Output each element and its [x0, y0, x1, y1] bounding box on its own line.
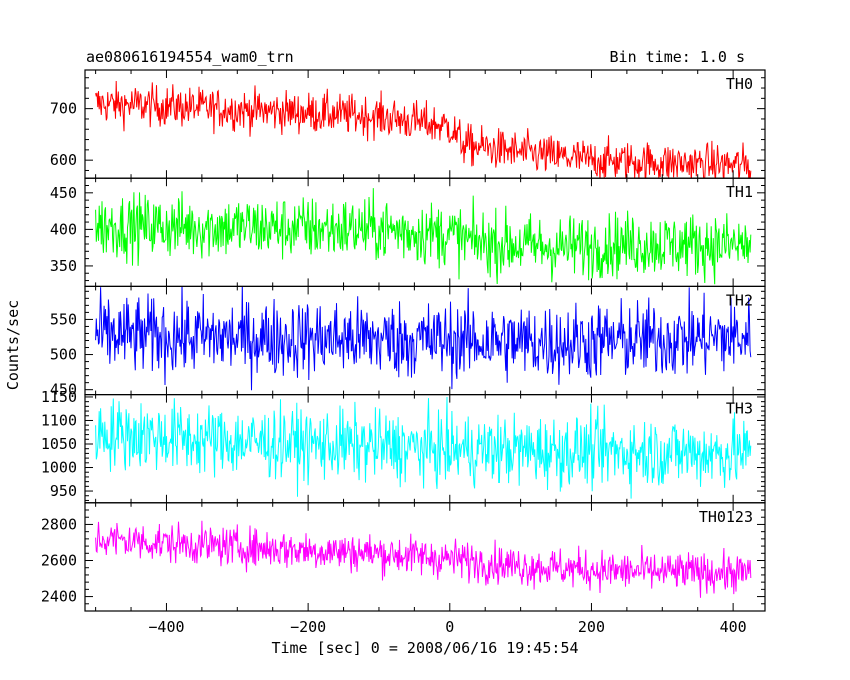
x-tick-label: 400	[720, 618, 747, 636]
x-tick-label: −200	[290, 618, 326, 636]
panel-th0123: 2400 2600 2800 TH0123	[41, 502, 766, 612]
chart-title: ae080616194554_wam0_trn	[86, 48, 294, 66]
y-tick-label: 1000	[41, 459, 77, 477]
panel-label-th0: TH0	[726, 75, 753, 93]
series-line-th2	[95, 286, 752, 391]
y-tick-label: 1100	[41, 411, 77, 429]
panel-label-th3: TH3	[726, 400, 753, 418]
y-tick-label: 550	[50, 310, 77, 328]
y-tick-label: 400	[50, 220, 77, 238]
y-tick-label: 500	[50, 346, 77, 364]
y-tick-label: 450	[50, 381, 77, 399]
y-tick-label: 2400	[41, 588, 77, 606]
y-tick-label: 2800	[41, 515, 77, 533]
y-tick-label: 700	[50, 100, 77, 118]
y-tick-label: 950	[50, 482, 77, 500]
y-tick-label: 350	[50, 257, 77, 275]
series-line-th1	[95, 188, 752, 285]
bin-time-label: Bin time: 1.0 s	[610, 48, 745, 66]
panel-th2: 450 500 550 TH2	[50, 285, 766, 399]
y-tick-label: 1050	[41, 435, 77, 453]
y-tick-label: 600	[50, 151, 77, 169]
panel-label-th0123: TH0123	[699, 508, 753, 526]
series-line-th0123	[95, 520, 752, 598]
y-axis-label: Counts/sec	[4, 300, 22, 390]
y-tick-label: 450	[50, 184, 77, 202]
y-tick-label: 1150	[41, 388, 77, 406]
panels-group: 600 700 TH0 350 400 450 TH1 450 500 550 TH2 950 1000…	[41, 69, 766, 636]
x-tick-label: 0	[445, 618, 454, 636]
y-tick-label: 2600	[41, 552, 77, 570]
series-line-th0	[95, 80, 752, 179]
x-axis-label: Time [sec] 0 = 2008/06/16 19:45:54	[271, 639, 578, 657]
x-tick-label: −400	[148, 618, 184, 636]
panel-th3: 950 1000 1050 1100 1150 TH3	[41, 388, 766, 504]
panel-label-th1: TH1	[726, 183, 753, 201]
series-line-th3	[95, 396, 752, 499]
x-tick-label: 200	[578, 618, 605, 636]
panel-label-th2: TH2	[726, 291, 753, 309]
panel-th0: 600 700 TH0	[50, 69, 766, 179]
panel-th1: 350 400 450 TH1	[50, 177, 766, 287]
panel-frame	[84, 502, 766, 612]
